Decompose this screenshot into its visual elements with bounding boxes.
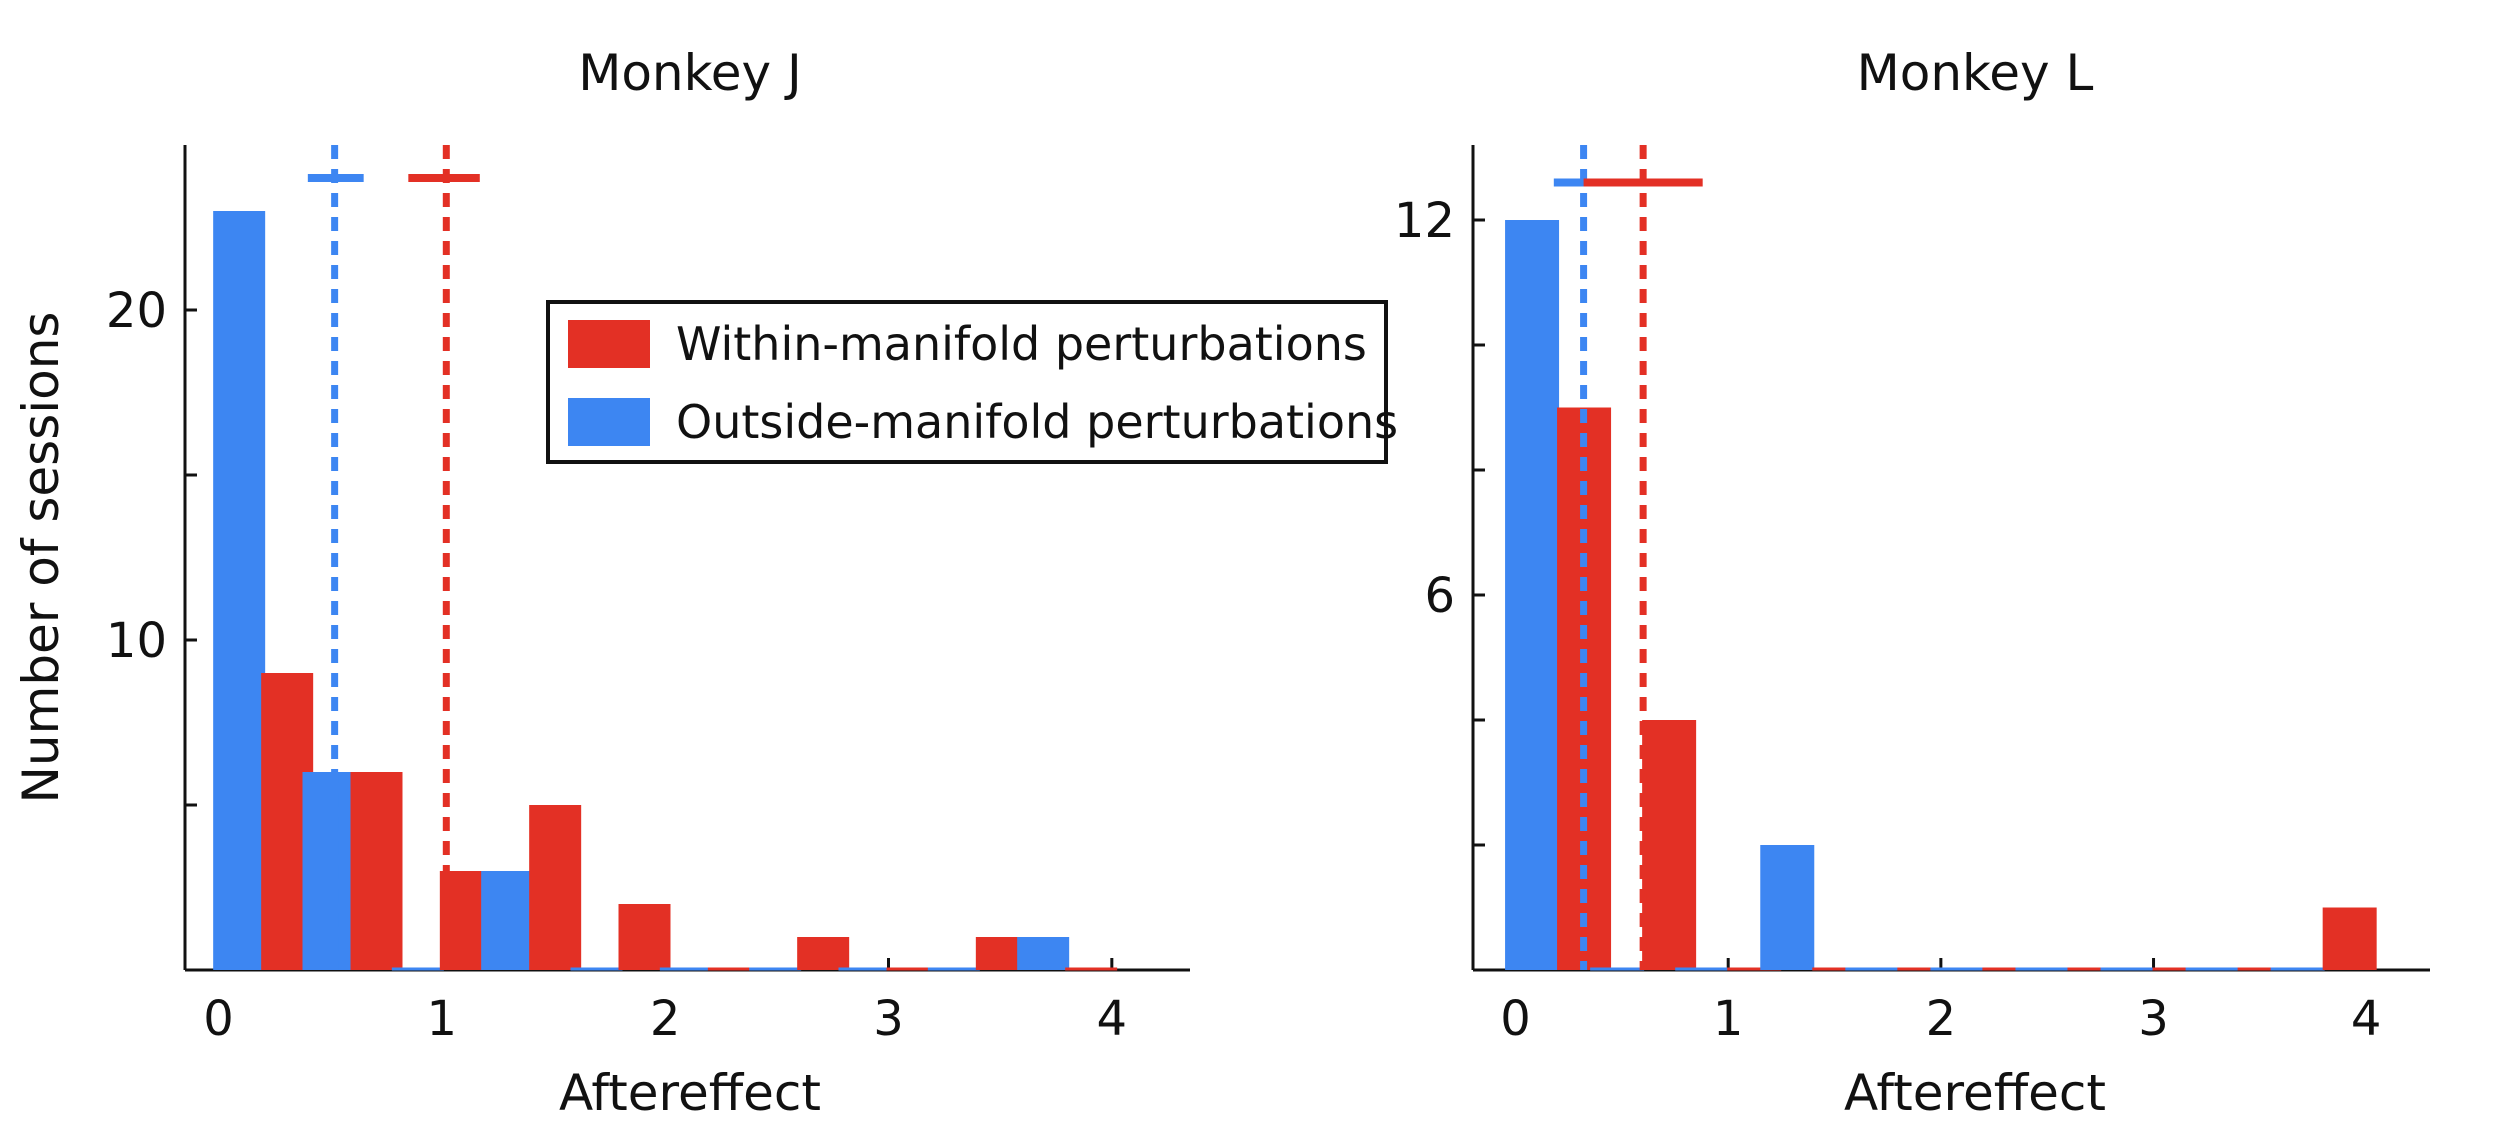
within-manifold-bar [1642, 720, 1697, 970]
y-tick-label: 6 [1424, 568, 1455, 624]
x-tick-label: 2 [1926, 991, 1957, 1047]
within-manifold-bar [350, 772, 403, 970]
outside-manifold-bar [1505, 220, 1560, 970]
legend-label: Within-manifold perturbations [676, 317, 1367, 371]
x-tick-label: 3 [873, 991, 904, 1047]
within-manifold-bar [2322, 907, 2377, 970]
outside-manifold-bar [1760, 845, 1815, 970]
within-manifold-bar [529, 805, 582, 970]
y-tick-label: 12 [1394, 193, 1455, 249]
x-tick-label: 0 [203, 991, 234, 1047]
x-tick-label: 3 [2138, 991, 2169, 1047]
legend-swatch [568, 320, 650, 368]
x-tick-label: 4 [2351, 991, 2382, 1047]
x-axis-label: Aftereffect [1844, 1064, 2106, 1122]
within-manifold-bar [618, 904, 671, 970]
chart-title: Monkey J [578, 44, 802, 102]
chart-title: Monkey L [1857, 44, 2094, 102]
panel-monkey-j: Monkey J 10 20 0 1 2 3 4 Aftereffect Number of se… [12, 44, 1398, 1122]
y-tick-label: 20 [106, 283, 167, 339]
x-tick-label: 2 [650, 991, 681, 1047]
legend-label: Outside-manifold perturbations [676, 395, 1398, 449]
within-manifold-bar [797, 937, 850, 970]
x-axis-label: Aftereffect [559, 1064, 821, 1122]
legend-box [546, 300, 1388, 464]
outside-manifold-bar [302, 772, 355, 970]
outside-manifold-bar [213, 211, 266, 970]
outside-manifold-bar [1017, 937, 1070, 970]
x-tick-label: 4 [1097, 991, 1128, 1047]
y-tick-label: 10 [106, 613, 167, 669]
legend: Within-manifold perturbations Outside-man… [546, 300, 1398, 464]
x-tick-label: 1 [1713, 991, 1744, 1047]
y-axis-label: Number of sessions [12, 312, 70, 804]
x-tick-label: 0 [1500, 991, 1531, 1047]
outside-manifold-bar [481, 871, 534, 970]
x-tick-label: 1 [427, 991, 458, 1047]
legend-swatch [568, 398, 650, 446]
